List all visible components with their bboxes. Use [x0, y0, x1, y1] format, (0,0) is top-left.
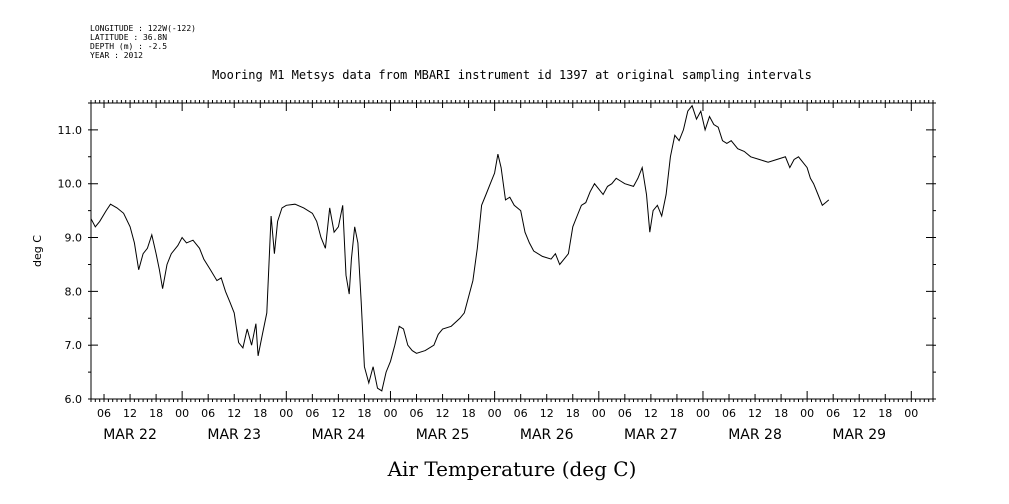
- header-line-year: YEAR : 2012: [90, 51, 143, 60]
- x-day-label: MAR 27: [624, 427, 678, 443]
- x-tick-label: 18: [670, 407, 684, 420]
- x-day-label: MAR 23: [207, 427, 261, 443]
- x-tick-label: 06: [97, 407, 111, 420]
- x-day-label: MAR 28: [728, 427, 782, 443]
- x-tick-label: 12: [540, 407, 554, 420]
- x-tick-label: 12: [123, 407, 137, 420]
- minor-tick-marks: [88, 100, 936, 402]
- y-tick-label: 9.0: [65, 232, 83, 245]
- x-tick-label: 00: [800, 407, 814, 420]
- y-axis: 6.0 7.0 8.0 9.0 10.0 11.0: [58, 124, 933, 406]
- x-day-label: MAR 29: [832, 427, 886, 443]
- series-line-air-temperature: [90, 104, 830, 392]
- header-line-depth: DEPTH (m) : -2.5: [90, 42, 167, 51]
- y-tick-label: 10.0: [58, 178, 83, 191]
- y-tick-label: 11.0: [58, 124, 83, 137]
- header-line-longitude: LONGITUDE : 122W(-122): [90, 24, 196, 33]
- header-line-latitude: LATITUDE : 36.8N: [90, 33, 167, 42]
- x-tick-label: 06: [305, 407, 319, 420]
- x-tick-label: 12: [644, 407, 658, 420]
- x-tick-label: 18: [566, 407, 580, 420]
- y-tick-label: 8.0: [65, 285, 83, 298]
- metadata-header: LONGITUDE : 122W(-122) LATITUDE : 36.8N …: [90, 24, 196, 60]
- x-tick-label: 18: [774, 407, 788, 420]
- x-tick-label: 06: [826, 407, 840, 420]
- x-tick-label: 06: [201, 407, 215, 420]
- x-tick-label: 00: [488, 407, 502, 420]
- plot-frame: [90, 102, 934, 400]
- minor-ticks: [88, 100, 936, 402]
- x-tick-label: 12: [748, 407, 762, 420]
- x-tick-label: 18: [878, 407, 892, 420]
- x-tick-label: 12: [436, 407, 450, 420]
- x-axis-label: Air Temperature (deg C): [387, 457, 637, 481]
- x-tick-label: 12: [331, 407, 345, 420]
- x-tick-label: 18: [462, 407, 476, 420]
- x-tick-label: 12: [852, 407, 866, 420]
- y-tick-label: 6.0: [65, 393, 83, 406]
- x-tick-label: 18: [253, 407, 267, 420]
- x-tick-label: 06: [410, 407, 424, 420]
- y-tick-label: 7.0: [65, 339, 83, 352]
- x-day-label: MAR 25: [416, 427, 470, 443]
- x-tick-label: 00: [904, 407, 918, 420]
- x-tick-label: 00: [696, 407, 710, 420]
- x-tick-label: 00: [592, 407, 606, 420]
- x-day-label: MAR 24: [312, 427, 366, 443]
- x-tick-label: 06: [514, 407, 528, 420]
- x-tick-label: 06: [618, 407, 632, 420]
- x-tick-label: 12: [227, 407, 241, 420]
- x-axis: 06 12 18 00 06 12 18 00 06 12 18 00 06 12 18 00 06 12 18 00…: [97, 103, 918, 443]
- y-axis-label: deg C: [31, 235, 44, 267]
- x-tick-label: 18: [357, 407, 371, 420]
- x-tick-label: 06: [722, 407, 736, 420]
- x-day-label: MAR 26: [520, 427, 574, 443]
- x-tick-label: 00: [279, 407, 293, 420]
- x-tick-label: 00: [175, 407, 189, 420]
- x-tick-label: 00: [383, 407, 397, 420]
- chart-title: Mooring M1 Metsys data from MBARI instru…: [212, 68, 812, 82]
- x-tick-label: 18: [149, 407, 163, 420]
- x-day-label: MAR 22: [103, 427, 157, 443]
